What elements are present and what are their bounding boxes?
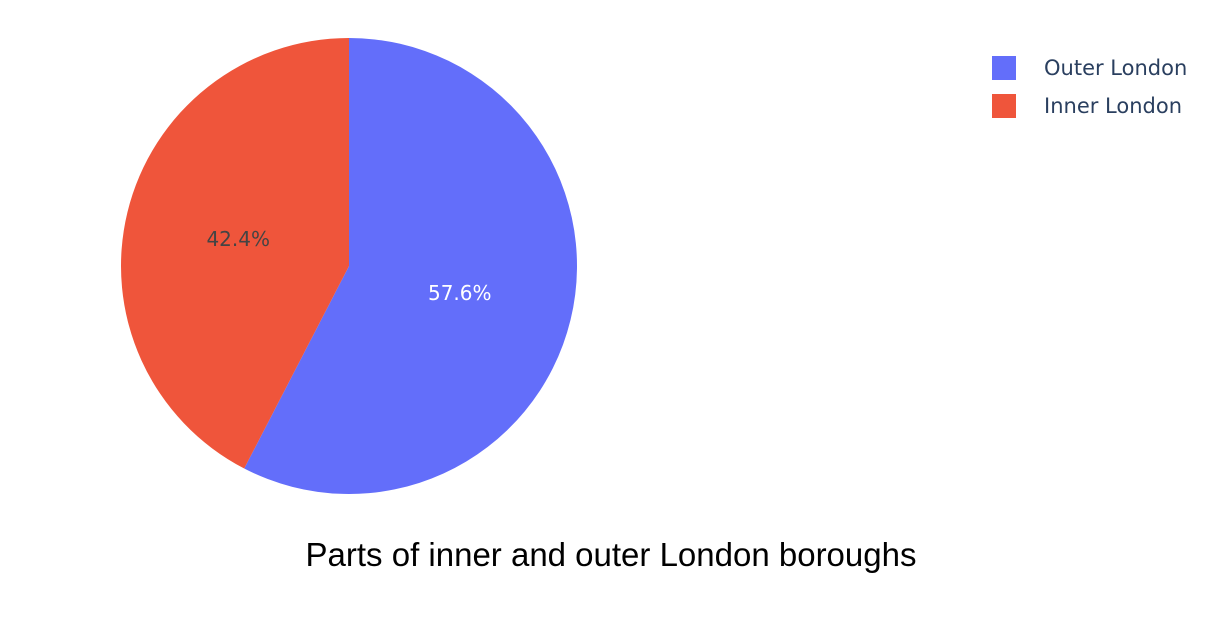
pie-slice-labels: 57.6% 42.4% — [206, 227, 491, 305]
pie-slice-outer-london[interactable] — [244, 38, 578, 495]
pie-slice-inner-london[interactable] — [121, 38, 350, 469]
legend-label-inner-london[interactable]: Inner London — [1044, 94, 1182, 118]
chart-title: Parts of inner and outer London boroughs — [305, 536, 917, 573]
legend-label-outer-london[interactable]: Outer London — [1044, 56, 1187, 80]
pie-slices — [121, 38, 578, 495]
slice-label-inner-london: 42.4% — [206, 227, 270, 251]
legend-swatch-outer-london[interactable] — [992, 56, 1016, 80]
slice-label-outer-london: 57.6% — [428, 281, 492, 305]
legend-swatch-inner-london[interactable] — [992, 94, 1016, 118]
legend: Outer London Inner London — [992, 56, 1187, 118]
